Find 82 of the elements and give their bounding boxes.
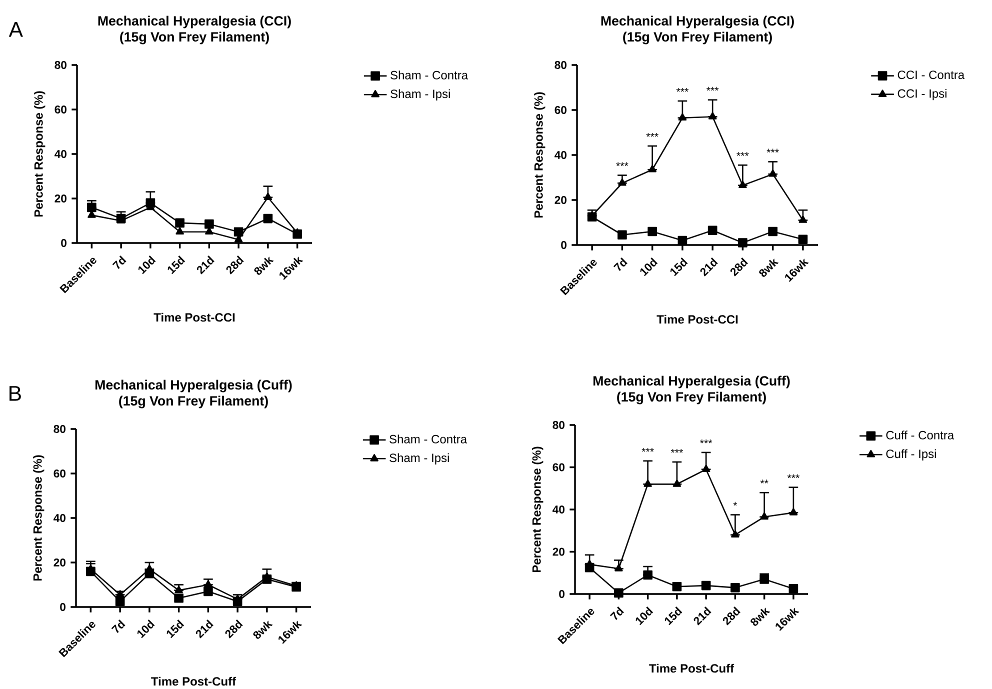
- x-tick-label: 8wk: [253, 620, 273, 639]
- chart-title: Mechanical Hyperalgesia (CCI): [601, 16, 794, 28]
- y-tick-label: 40: [54, 150, 66, 158]
- y-tick-label: 0: [60, 603, 66, 612]
- annotation: ***: [700, 440, 712, 444]
- legend-label: CCI - Contra: [898, 70, 965, 80]
- y-tick-label: 40: [552, 506, 564, 514]
- x-axis-title: Time Post-CCI: [154, 312, 235, 322]
- y-tick-label: 40: [554, 150, 566, 160]
- legend-label: Cuff - Ipsi: [886, 449, 936, 460]
- x-tick-label: 28d: [722, 606, 740, 626]
- legend-label: Sham - Ipsi: [390, 453, 449, 464]
- chart-subtitle: (15g Von Frey Filament): [120, 32, 269, 44]
- y-tick-label: 0: [561, 240, 566, 249]
- x-axis-title: Time Post-Cuff: [151, 676, 236, 686]
- y-tick-label: 60: [54, 105, 66, 114]
- legend-label: Sham - Ipsi: [390, 89, 450, 100]
- y-tick-label: 60: [552, 463, 564, 472]
- x-tick-label: 15d: [670, 258, 688, 276]
- y-tick-label: 0: [559, 590, 564, 598]
- x-tick-label: 15d: [166, 620, 184, 638]
- x-tick-label: 21d: [196, 620, 214, 638]
- x-tick-label: 15d: [168, 256, 186, 274]
- y-axis-title: Percent Response (%): [33, 455, 44, 581]
- x-tick-label: 7d: [112, 256, 126, 269]
- y-tick-label: 80: [54, 60, 66, 70]
- chart-title: Mechanical Hyperalgesia (Cuff): [95, 380, 292, 392]
- text: B: [10, 386, 21, 401]
- x-tick-label: 7d: [613, 258, 628, 271]
- y-tick-label: 80: [554, 60, 566, 70]
- chart-title: Mechanical Hyperalgesia (Cuff): [593, 376, 790, 388]
- y-tick-label: 20: [54, 194, 66, 203]
- y-tick-label: 20: [554, 196, 566, 204]
- annotation: ***: [642, 448, 654, 452]
- y-axis-title: Percent Response (%): [34, 91, 46, 217]
- y-tick-label: 60: [554, 106, 566, 114]
- y-tick-label: 20: [552, 548, 564, 556]
- annotation: ***: [646, 133, 658, 137]
- x-tick-label: 7d: [610, 606, 624, 620]
- legend-label: Cuff - Contra: [886, 430, 954, 440]
- legend-label: Sham - Contra: [390, 70, 468, 80]
- annotation: *: [733, 502, 738, 506]
- x-tick-label: 21d: [694, 606, 712, 626]
- x-tick-label: 21d: [700, 258, 718, 276]
- x-tick-label: 10d: [636, 606, 654, 626]
- x-tick-label: 7d: [111, 620, 126, 634]
- annotation: ***: [736, 152, 749, 156]
- annotation: ***: [766, 148, 779, 153]
- y-axis-title: Percent Response (%): [532, 446, 544, 572]
- y-tick-label: 20: [54, 558, 66, 567]
- x-tick-label: 21d: [196, 256, 214, 274]
- y-tick-label: 60: [54, 470, 66, 478]
- annotation: **: [760, 480, 768, 484]
- text: A: [8, 22, 23, 37]
- annotation: ***: [616, 162, 628, 166]
- x-tick-label: 15d: [664, 606, 682, 626]
- chart-title: Mechanical Hyperalgesia (CCI): [98, 16, 291, 28]
- x-tick-label: 10d: [137, 620, 155, 638]
- x-tick-label: 28d: [225, 620, 243, 638]
- annotation: ***: [676, 88, 689, 92]
- chart-subtitle: (15g Von Frey Filament): [119, 396, 268, 408]
- y-tick-label: 40: [54, 514, 66, 522]
- x-axis-title: Time Post-Cuff: [649, 664, 734, 673]
- x-tick-label: 28d: [730, 258, 748, 276]
- annotation: ***: [787, 474, 800, 478]
- legend-label: CCI - Ipsi: [898, 88, 946, 100]
- x-tick-label: 8wk: [750, 608, 770, 626]
- chart-subtitle: (15g Von Frey Filament): [623, 32, 772, 44]
- legend-label: Sham - Contra: [390, 434, 468, 444]
- annotation: ***: [670, 449, 684, 453]
- chart-subtitle: (15g Von Frey Filament): [617, 392, 766, 404]
- x-tick-label: 8wk: [759, 258, 779, 277]
- y-tick-label: 80: [552, 421, 564, 430]
- x-axis-title: Time Post-CCI: [656, 314, 738, 324]
- x-tick-label: 28d: [226, 256, 244, 274]
- y-tick-label: 0: [61, 238, 66, 248]
- annotation: ***: [706, 86, 719, 91]
- x-tick-label: 8wk: [254, 256, 274, 275]
- x-tick-label: 10d: [138, 256, 156, 274]
- y-tick-label: 80: [54, 425, 66, 434]
- y-axis-title: Percent Response (%): [534, 92, 546, 218]
- x-tick-label: 10d: [640, 258, 658, 276]
